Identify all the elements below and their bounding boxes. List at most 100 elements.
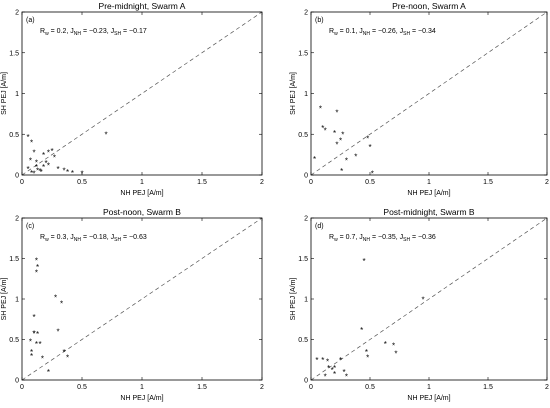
x-tick-label: 1.5 — [483, 179, 493, 186]
data-point: * — [35, 163, 38, 172]
data-point: * — [80, 170, 83, 179]
data-point: * — [335, 109, 338, 118]
data-point: * — [345, 372, 348, 381]
x-tick-label: 1 — [427, 384, 431, 391]
stats-text: Rw = 0.7, JNH = −0.35, JSH = −0.36 — [329, 234, 436, 243]
reference-line — [21, 217, 263, 381]
data-point: * — [32, 329, 35, 338]
data-point: * — [384, 340, 387, 349]
x-tick-label: 1.5 — [197, 384, 207, 391]
y-tick-label: 0.5 — [9, 132, 19, 139]
data-point: * — [56, 328, 59, 337]
data-point: * — [30, 348, 33, 357]
y-tick-label: 1 — [15, 297, 19, 304]
data-point: * — [66, 168, 69, 177]
x-tick-label: 0.5 — [77, 179, 87, 186]
data-point: * — [40, 168, 43, 177]
x-tick-label: 0 — [20, 179, 24, 186]
reference-line — [21, 11, 263, 176]
y-tick-label: 2 — [304, 216, 308, 223]
panel-tag: (c) — [26, 223, 34, 230]
data-point: * — [50, 147, 53, 156]
data-point: * — [66, 354, 69, 363]
data-point: * — [38, 167, 41, 176]
data-point: * — [315, 356, 318, 365]
data-point: * — [47, 148, 50, 157]
x-axis-label: NH PEJ [A/m] — [120, 190, 163, 197]
y-tick-label: 0.5 — [298, 132, 308, 139]
y-tick-label: 2 — [304, 10, 308, 17]
data-point: * — [35, 269, 38, 278]
data-point: * — [32, 148, 35, 157]
x-axis-label: NH PEJ [A/m] — [120, 395, 163, 402]
x-tick-label: 2 — [545, 179, 549, 186]
data-point: * — [360, 326, 363, 335]
data-point: * — [47, 368, 50, 377]
data-point: * — [36, 263, 39, 272]
panel-d: Post-midnight, Swarm B 0 0.5 1 1.5 2 0 0.5 1 1.5 2… — [290, 207, 549, 402]
y-tick-label: 1 — [304, 297, 308, 304]
panel-title: Pre-midnight, Swarm A — [99, 1, 186, 11]
stats-text: Rw = 0.1, JNH = −0.26, JSH = −0.34 — [329, 28, 436, 37]
panel-c: Post-noon, Swarm B 0 0.5 1 1.5 2 0 0.5 1 1.5 2 NH P… — [1, 207, 264, 402]
data-point: * — [331, 366, 334, 375]
y-tick-label: 2 — [15, 10, 19, 17]
x-tick-label: 1.5 — [483, 384, 493, 391]
data-point: * — [29, 337, 32, 346]
data-point: * — [363, 257, 366, 266]
data-point: * — [327, 364, 330, 373]
data-point: * — [321, 356, 324, 365]
data-point: * — [35, 340, 38, 349]
data-point: * — [326, 358, 329, 367]
panel-title: Post-noon, Swarm B — [103, 207, 181, 217]
data-point: * — [333, 370, 336, 379]
y-tick-label: 0 — [15, 173, 19, 180]
data-point: * — [26, 133, 29, 142]
data-point: * — [366, 135, 369, 144]
data-point: * — [333, 129, 336, 138]
data-point: * — [35, 158, 38, 167]
y-axis-label: SH PEJ [A/m] — [1, 278, 8, 321]
x-tick-label: 0.5 — [365, 384, 375, 391]
data-point: * — [321, 124, 324, 133]
data-point: * — [365, 348, 368, 357]
data-point: * — [366, 354, 369, 363]
y-axis-label: SH PEJ [A/m] — [1, 72, 8, 115]
panel-title: Post-midnight, Swarm B — [383, 207, 474, 217]
data-point: * — [339, 356, 342, 365]
data-point: * — [319, 104, 322, 113]
x-tick-label: 0 — [20, 384, 24, 391]
data-point: * — [26, 165, 29, 174]
data-point: * — [42, 163, 45, 172]
y-tick-label: 0 — [304, 378, 308, 385]
y-tick-label: 1 — [15, 91, 19, 98]
x-tick-label: 1 — [140, 384, 144, 391]
panel-a: Pre-midnight, Swarm A 0 0.5 1 1.5 2 0 0.5 1 1.5 2 N… — [1, 1, 264, 197]
x-tick-label: 0 — [309, 384, 313, 391]
data-point: * — [368, 143, 371, 152]
data-point: * — [36, 166, 39, 175]
data-point: * — [354, 153, 357, 162]
data-point: * — [339, 136, 342, 145]
data-point: * — [324, 372, 327, 381]
data-point: * — [104, 131, 107, 140]
y-tick-label: 2 — [15, 216, 19, 223]
panel-tag: (b) — [315, 17, 324, 24]
data-point: * — [345, 157, 348, 166]
x-tick-label: 0 — [309, 179, 313, 186]
data-point: * — [341, 131, 344, 140]
data-point: * — [371, 170, 374, 179]
y-tick-label: 1 — [304, 91, 308, 98]
data-point: * — [340, 167, 343, 176]
y-tick-label: 0.5 — [9, 337, 19, 344]
y-tick-label: 1.5 — [9, 50, 19, 57]
data-point: * — [32, 313, 35, 322]
data-point: * — [32, 329, 35, 338]
data-point: * — [60, 299, 63, 308]
x-tick-label: 1 — [427, 179, 431, 186]
y-tick-label: 1.5 — [9, 256, 19, 263]
y-tick-label: 1.5 — [298, 50, 308, 57]
stats-text: Rw = 0.3, JNH = −0.18, JSH = −0.63 — [40, 234, 147, 243]
data-point: * — [38, 340, 41, 349]
